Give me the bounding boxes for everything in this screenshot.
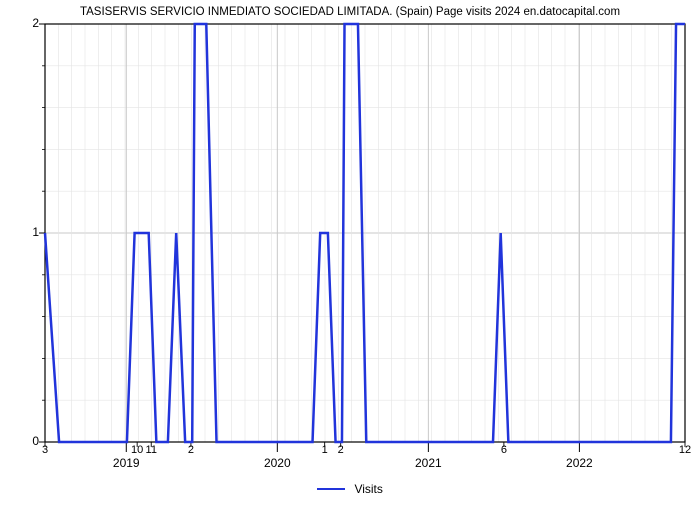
legend-swatch <box>317 488 345 490</box>
x-minor-label: 3 <box>42 444 48 456</box>
y-tick-label: 2 <box>9 16 39 30</box>
x-major-label: 2022 <box>566 456 593 470</box>
visits-chart: 012 201920202021202231011212612 <box>0 0 700 500</box>
x-minor-label: 1 <box>322 444 328 456</box>
y-tick-label: 1 <box>9 225 39 239</box>
x-minor-label: 11 <box>146 444 157 456</box>
x-minor-label: 12 <box>679 444 691 456</box>
x-major-label: 2019 <box>113 456 140 470</box>
x-minor-label: 2 <box>338 444 344 456</box>
y-tick-label: 0 <box>9 434 39 448</box>
legend: Visits <box>0 481 700 496</box>
x-minor-label: 2 <box>188 444 194 456</box>
legend-label: Visits <box>354 482 382 496</box>
x-minor-label: 10 <box>131 444 143 456</box>
chart-svg <box>0 0 700 500</box>
x-major-label: 2021 <box>415 456 442 470</box>
x-minor-label: 6 <box>501 444 507 456</box>
x-major-label: 2020 <box>264 456 291 470</box>
